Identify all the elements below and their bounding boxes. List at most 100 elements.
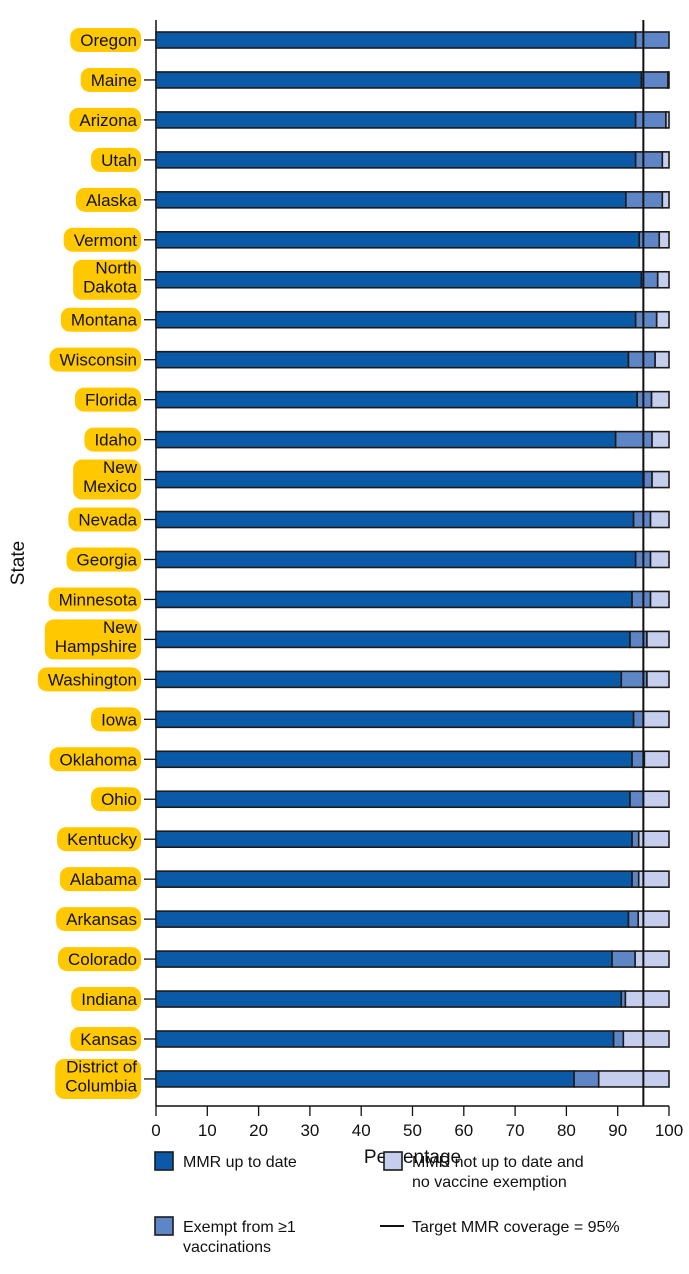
x-tick-label: 100 (655, 1121, 683, 1140)
category-label-highlight (57, 827, 141, 852)
bar-segment (646, 670, 670, 689)
category-label-highlight (59, 867, 141, 892)
category-label-text: Oregon (80, 31, 137, 50)
bar-segment (155, 590, 633, 609)
category-label-highlight (70, 1027, 141, 1051)
category-label-highlight (49, 747, 141, 772)
category-label: Indiana (71, 987, 141, 1012)
category-label-text: Hampshire (55, 637, 137, 656)
bar-segment (634, 111, 667, 129)
bar-segment (155, 910, 630, 928)
bar-segment (655, 310, 670, 329)
bar-segment (155, 950, 613, 968)
category-label-text: Vermont (74, 231, 138, 250)
bar-segment (629, 630, 648, 649)
category-label-text: Nevada (78, 511, 137, 530)
legend-label: no vaccine exemption (412, 1174, 567, 1191)
category-label-text: Kansas (80, 1030, 137, 1049)
bar-segment (611, 950, 636, 968)
category-label: Vermont (63, 227, 141, 252)
bar-segment (155, 630, 631, 649)
bar-segment (638, 231, 661, 249)
bar-segment (656, 270, 670, 289)
legend-label: Target MMR coverage = 95% (412, 1219, 620, 1236)
category-label-text: Indiana (81, 990, 137, 1009)
category-label-highlight (80, 67, 141, 92)
category-label-text: Iowa (101, 710, 137, 729)
category-label-text: Idaho (94, 431, 137, 450)
category-label-text: Oklahoma (60, 750, 138, 769)
bar-segment (667, 71, 670, 89)
category-label-text: Colorado (68, 950, 137, 969)
category-label-highlight (68, 507, 141, 532)
category-label: Alaska (75, 187, 141, 212)
bar-segment (634, 151, 664, 169)
category-label: Georgia (66, 547, 141, 572)
bar-segment (155, 111, 637, 129)
bar-segment (631, 590, 652, 609)
category-label-text: Wisconsin (60, 351, 137, 370)
x-tick-label: 30 (300, 1121, 319, 1140)
bar-segment (661, 191, 670, 209)
legend-item: Target MMR coverage = 95% (380, 1219, 620, 1236)
bar-segment (155, 470, 645, 489)
bar-segment (155, 550, 637, 569)
category-label-text: North (95, 258, 137, 277)
x-tick-label: 70 (506, 1121, 525, 1140)
category-label-text: Columbia (65, 1076, 137, 1095)
category-label: Utah (91, 147, 141, 172)
bar-segment (155, 870, 633, 888)
bar-segment (155, 31, 637, 49)
category-label-highlight (55, 1058, 141, 1099)
category-label-highlight (91, 147, 141, 172)
bar-segment (632, 510, 652, 529)
category-label: Kentucky (57, 827, 141, 852)
category-label-highlight (75, 387, 141, 412)
bar-segment (649, 590, 670, 609)
bar-segment (155, 670, 623, 689)
bar-segment (155, 310, 637, 329)
category-label-text: Kentucky (67, 830, 137, 849)
x-tick-label: 0 (151, 1121, 160, 1140)
bar-segment (637, 870, 670, 888)
category-label-highlight (71, 987, 141, 1012)
legend-swatch (154, 1216, 174, 1236)
bar-segment (661, 151, 670, 169)
bar-segment (627, 910, 640, 928)
category-label-highlight (66, 547, 141, 572)
category-label-highlight (37, 667, 141, 692)
category-label-text: Arkansas (66, 910, 137, 929)
category-label-text: Montana (71, 311, 138, 330)
legend-item: Exempt from ≥1 vaccinations (154, 1216, 296, 1256)
bar-segment (651, 470, 670, 489)
bar-segment (637, 910, 670, 928)
category-label-highlight (56, 907, 141, 932)
bar-segment (614, 430, 653, 449)
bar-segment (155, 350, 630, 369)
legend-swatch (154, 1151, 174, 1171)
bar-segment (155, 510, 635, 529)
legend-item: MMR up to date (154, 1151, 297, 1171)
bar-segment (155, 71, 643, 89)
category-label-text: Utah (101, 151, 137, 170)
category-label-highlight (63, 227, 141, 252)
category-label-highlight (73, 259, 141, 300)
bar-segment (155, 710, 635, 729)
legend-item: MMR not up to date and no vaccine exempti… (383, 1151, 584, 1191)
category-label: Idaho (84, 427, 141, 452)
category-label-text: New (103, 618, 138, 637)
category-label-text: Alaska (86, 191, 138, 210)
legend-label: Exempt from ≥1 (183, 1219, 296, 1236)
category-label-highlight (44, 619, 141, 660)
bar-segment (155, 231, 641, 249)
category-label-text: Washington (48, 670, 137, 689)
category-label: Nevada (68, 507, 141, 532)
x-tick-label: 40 (352, 1121, 371, 1140)
category-label: Montana (60, 307, 141, 332)
legend-label: vaccinations (183, 1239, 271, 1256)
bar-segment (612, 1030, 625, 1048)
category-label-text: Mexico (83, 477, 137, 496)
